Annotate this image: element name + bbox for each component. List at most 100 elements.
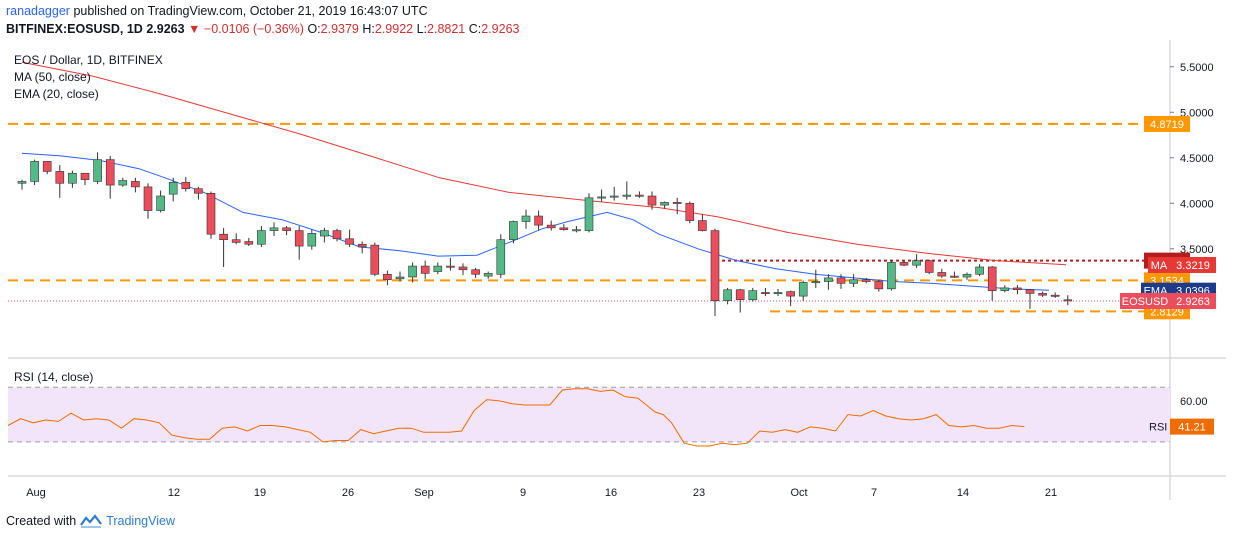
price-change: −0.0106 (−0.36%)	[203, 22, 304, 36]
high-label: H:	[362, 22, 375, 36]
candle-down	[685, 202, 695, 221]
rsi-last-tag	[1170, 418, 1214, 435]
candle-up	[748, 290, 758, 301]
candle-down	[42, 161, 52, 172]
candle-up	[496, 239, 506, 275]
price-tag-value: 2.9263	[1176, 296, 1210, 308]
open-value: 2.9379	[320, 22, 359, 36]
footer: Created with TradingView	[6, 514, 175, 528]
low-value: 2.8821	[427, 22, 466, 36]
candle-up	[622, 194, 632, 197]
candle-up	[824, 277, 833, 282]
candle-up	[521, 215, 531, 222]
candle-up	[962, 273, 972, 278]
candle-down	[836, 277, 846, 284]
candle-down	[1025, 289, 1035, 294]
candle-down	[987, 266, 997, 291]
x-tick-label: 26	[342, 487, 354, 499]
author-link[interactable]: ranadagger	[6, 4, 70, 18]
price-tag-name: MA	[1151, 260, 1168, 272]
candle-down	[1063, 299, 1073, 302]
tradingview-logo-icon	[80, 514, 103, 528]
rsi-line	[7, 388, 1025, 447]
candle-down	[1038, 293, 1047, 296]
candle-down	[194, 188, 203, 194]
x-tick-label: 14	[957, 487, 969, 499]
price-tag-name: EOSUSD	[1122, 296, 1169, 308]
candle-down	[458, 266, 468, 271]
legend-ma: MA (50, close)	[14, 70, 91, 84]
candle-down	[105, 159, 115, 186]
candle-down	[534, 215, 543, 226]
candle-up	[1000, 287, 1010, 291]
candle-up	[811, 281, 821, 284]
x-tick-label: 16	[605, 487, 617, 499]
candle-down	[446, 265, 455, 268]
candle-down	[370, 244, 380, 275]
candle-up	[609, 195, 619, 198]
candle-up	[395, 276, 405, 280]
tradingview-brand[interactable]: TradingView	[106, 514, 175, 528]
candle-down	[357, 243, 367, 248]
candle-up	[912, 260, 921, 266]
x-tick-label: Aug	[26, 487, 46, 499]
ma50-line	[21, 61, 1067, 266]
candle-down	[471, 269, 480, 275]
candle-down	[420, 265, 430, 274]
candle-down	[282, 227, 291, 231]
x-tick-label: 19	[254, 487, 266, 499]
candle-down	[635, 194, 644, 197]
x-tick-label: 23	[693, 487, 705, 499]
y-tick-label: 5.5000	[1180, 62, 1214, 74]
y-tick-label: 4.5000	[1180, 153, 1214, 165]
candle-up	[433, 265, 443, 272]
open-label: O:	[307, 22, 321, 36]
price-tag-bg	[1170, 256, 1216, 273]
candle-up	[798, 282, 808, 297]
candle-down	[672, 202, 682, 204]
last-price: 2.9263	[146, 22, 185, 36]
candle-down	[206, 192, 216, 235]
publish-info: published on TradingView.com, October 21…	[73, 4, 428, 18]
candle-up	[660, 202, 669, 206]
candle-down	[735, 289, 745, 301]
candle-down	[143, 186, 153, 211]
candle-down	[559, 227, 569, 230]
candle-up	[257, 230, 266, 245]
price-tag-name-bg	[1120, 292, 1170, 309]
candle-down	[861, 279, 871, 282]
symbol-label: BITFINEX:EOSUSD, 1D	[6, 22, 143, 36]
candle-up	[118, 180, 128, 186]
candle-up	[483, 273, 493, 277]
candle-down	[345, 238, 354, 245]
candle-up	[30, 161, 39, 182]
low-label: L:	[416, 22, 428, 36]
price-tag-name-bg	[1148, 256, 1170, 273]
candle-up	[597, 196, 606, 199]
candle-up	[975, 266, 984, 275]
candle-up	[68, 172, 77, 184]
candle-down	[131, 181, 140, 188]
x-tick-label: Oct	[790, 487, 807, 499]
x-tick-label: 9	[520, 487, 526, 499]
candle-down	[698, 220, 707, 231]
candle-up	[17, 181, 27, 184]
candle-down	[950, 275, 959, 278]
candle-up	[572, 229, 581, 232]
candle-down	[55, 171, 65, 184]
candle-down	[231, 239, 241, 243]
rsi-last-label: 41.21	[1178, 422, 1206, 434]
x-tick-label: 21	[1045, 487, 1057, 499]
candle-up	[320, 230, 329, 237]
high-value: 2.9922	[374, 22, 414, 36]
candle-down	[80, 172, 90, 180]
candle-up	[723, 289, 732, 301]
candle-down	[937, 272, 947, 277]
created-with-label: Created with	[6, 514, 77, 528]
candle-up	[269, 227, 279, 231]
candle-down	[761, 292, 770, 294]
legend-title: EOS / Dollar, 1D, BITFINEX	[14, 53, 163, 67]
candle-up	[584, 197, 594, 231]
candle-up	[168, 182, 178, 195]
